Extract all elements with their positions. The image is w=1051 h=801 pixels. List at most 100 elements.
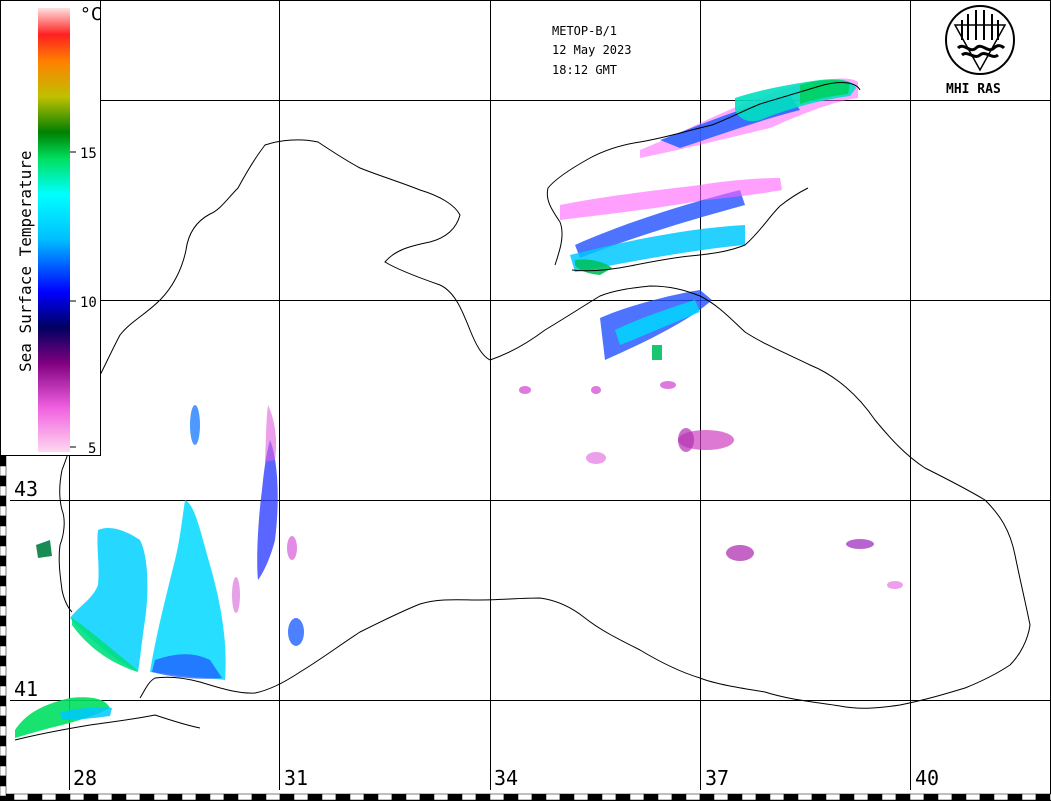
ruler-segment [643,793,659,801]
acquisition-date: 12 May 2023 [552,43,631,57]
ruler-segment [0,475,7,487]
ruler-segment [0,665,7,677]
sst-patch-spot [190,405,200,445]
ruler-segment [657,793,673,801]
ruler-segment [559,793,575,801]
coordinate-rulers [0,455,1051,801]
lon-labels: 28 31 34 37 40 [73,766,939,790]
colorbar-tick-5: 5 [88,441,96,457]
ruler-segment [0,545,7,557]
ruler-segment [923,793,939,801]
ruler-segment [993,793,1009,801]
ruler-segment [839,793,855,801]
ruler-segment [979,793,995,801]
ruler-segment [0,775,7,787]
satellite-name: METOP-B/1 [552,24,617,38]
coastline-black-sea-north-west [61,139,491,471]
ruler-segment [909,793,925,801]
ruler-segment [867,793,883,801]
ruler-segment [307,793,323,801]
sst-patch-west-tongue [150,500,226,680]
ruler-segment [0,555,7,567]
ruler-segment [0,705,7,717]
ruler-segment [769,793,785,801]
ruler-segment [0,605,7,617]
ruler-segment [265,793,281,801]
ruler-segment [0,725,7,737]
coastline [14,82,1031,741]
ruler-segment [377,793,393,801]
sst-patch-spot [660,381,676,389]
ruler-segment [0,675,7,687]
coastline-bosphorus [14,714,201,741]
ruler-segment [629,793,645,801]
ruler-segment [195,793,211,801]
sst-patch-spot [519,386,531,394]
coastline-crimea-south [489,285,701,361]
colorbar-unit: °C [80,4,102,25]
ruler-segment [0,735,7,747]
ruler-segment [0,595,7,607]
ruler-segment [349,793,365,801]
ruler-segment [531,793,547,801]
sst-patch-spot [887,581,903,589]
ruler-segment [587,793,603,801]
ruler-segment [167,793,183,801]
sst-patch-azov-east-green-2 [800,79,850,104]
ruler-segment [41,793,57,801]
ruler-segment [0,645,7,657]
lat-label-43: 43 [14,477,38,501]
ruler-segment [125,793,141,801]
ruler-segment [363,793,379,801]
sst-patch-spot [726,545,754,561]
coastline-anatolia [139,597,841,707]
ruler-segment [741,793,757,801]
lat-label-41: 41 [14,677,38,701]
ruler-segment [139,793,155,801]
ruler-segment [0,465,7,477]
colorbar: °C 15 10 5 Sea Surface Temperature [0,0,102,457]
sst-patch-west-bay-green [72,618,138,672]
ruler-segment [0,535,7,547]
ruler-segment [755,793,771,801]
ruler-segment [391,793,407,801]
sst-patch-azov-mid [560,185,705,220]
sst-patch-azov-band-1 [575,190,745,258]
ruler-segment [0,615,7,627]
ruler-segment [937,793,953,801]
ruler-segment [1007,793,1023,801]
lon-label-37: 37 [705,766,729,790]
ruler-segment [699,793,715,801]
ruler-segment [881,793,897,801]
ruler-segment [433,793,449,801]
ruler-segment [153,793,169,801]
ruler-segment [517,793,533,801]
ruler-segment [0,495,7,507]
sst-patch-west-streak [257,440,278,580]
ruler-segment [0,515,7,527]
coastline-caucasus [699,295,1031,709]
ruler-segment [223,793,239,801]
coastline-azov [546,82,861,266]
sst-patch-spot [678,428,694,452]
ruler-segment [293,793,309,801]
ruler-segment [13,793,29,801]
ruler-segment [27,793,43,801]
ruler-segment [825,793,841,801]
sst-patch-west-tongue-blue [152,654,222,679]
ruler-segment [0,505,7,517]
ruler-segment [279,793,295,801]
ruler-segment [237,793,253,801]
sst-patch-spot [846,539,874,549]
coastline-bulgaria [58,469,73,613]
sst-patch-kerch-green [652,345,662,360]
ruler-segment [615,793,631,801]
colorbar-tick-15: 15 [80,146,97,162]
ruler-segment [419,793,435,801]
ruler-segment [797,793,813,801]
ruler-segment [713,793,729,801]
ruler-segment [503,793,519,801]
ruler-segment [55,793,71,801]
